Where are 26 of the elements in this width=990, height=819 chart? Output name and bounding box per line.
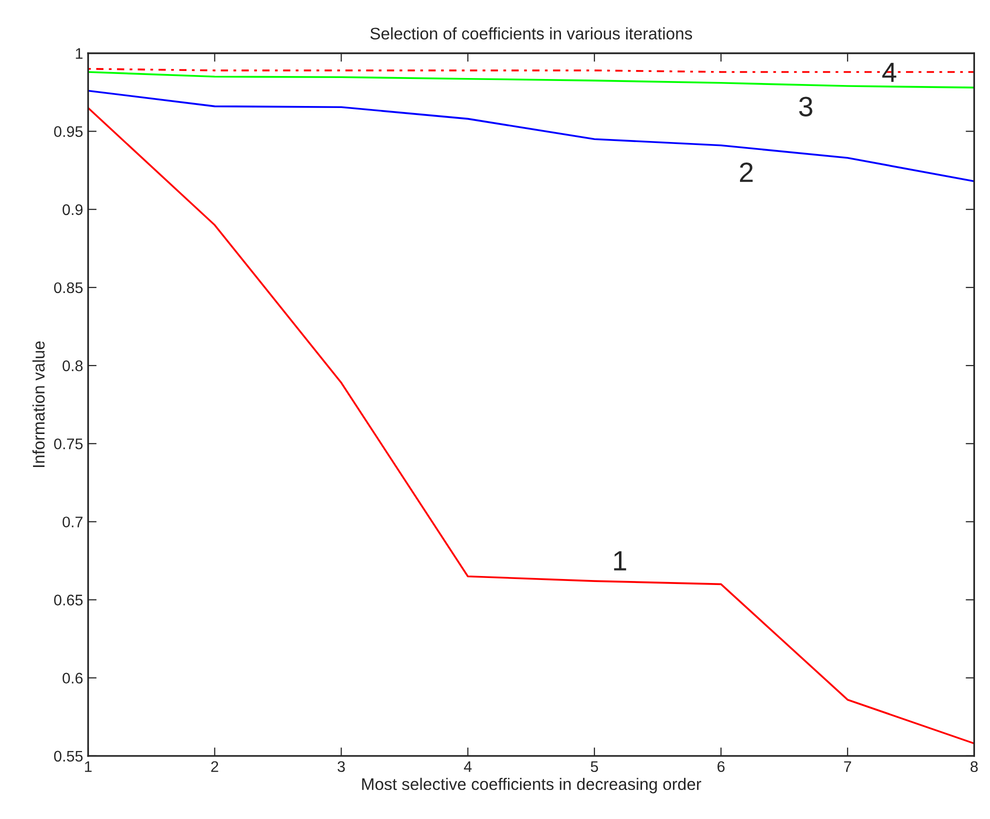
y-tick-label: 0.7	[62, 516, 82, 528]
annotation: 3	[799, 96, 812, 116]
y-tick-label: 0.55	[54, 750, 83, 762]
x-tick-label: 8	[970, 761, 978, 772]
y-tick-label: 0.75	[54, 438, 83, 450]
y-tick-label: 0.9	[62, 204, 83, 216]
chart-title: Selection of coefficients in various iterations	[370, 27, 692, 40]
y-tick-label: 0.6	[62, 672, 83, 684]
annotation: 4	[882, 62, 896, 82]
x-tick-label: 2	[211, 761, 218, 772]
x-tick-label: 4	[464, 761, 472, 772]
y-tick-label: 1	[76, 48, 83, 59]
y-axis-title: Information value	[32, 341, 45, 467]
y-tick-label: 0.85	[54, 282, 83, 294]
y-tick-label: 0.65	[54, 594, 83, 606]
y-tick-label: 0.95	[54, 126, 83, 137]
x-axis-title: Most selective coefficients in decreasing order	[362, 778, 702, 794]
x-tick-label: 3	[338, 761, 345, 772]
y-tick-label: 0.8	[62, 360, 83, 372]
x-tick-label: 6	[718, 761, 725, 772]
x-tick-label: 7	[844, 761, 852, 772]
annotation: 2	[740, 162, 753, 182]
x-tick-label: 1	[85, 761, 92, 772]
line-series	[88, 90, 974, 182]
annotation: 1	[614, 551, 626, 570]
x-tick-label: 5	[590, 761, 598, 772]
